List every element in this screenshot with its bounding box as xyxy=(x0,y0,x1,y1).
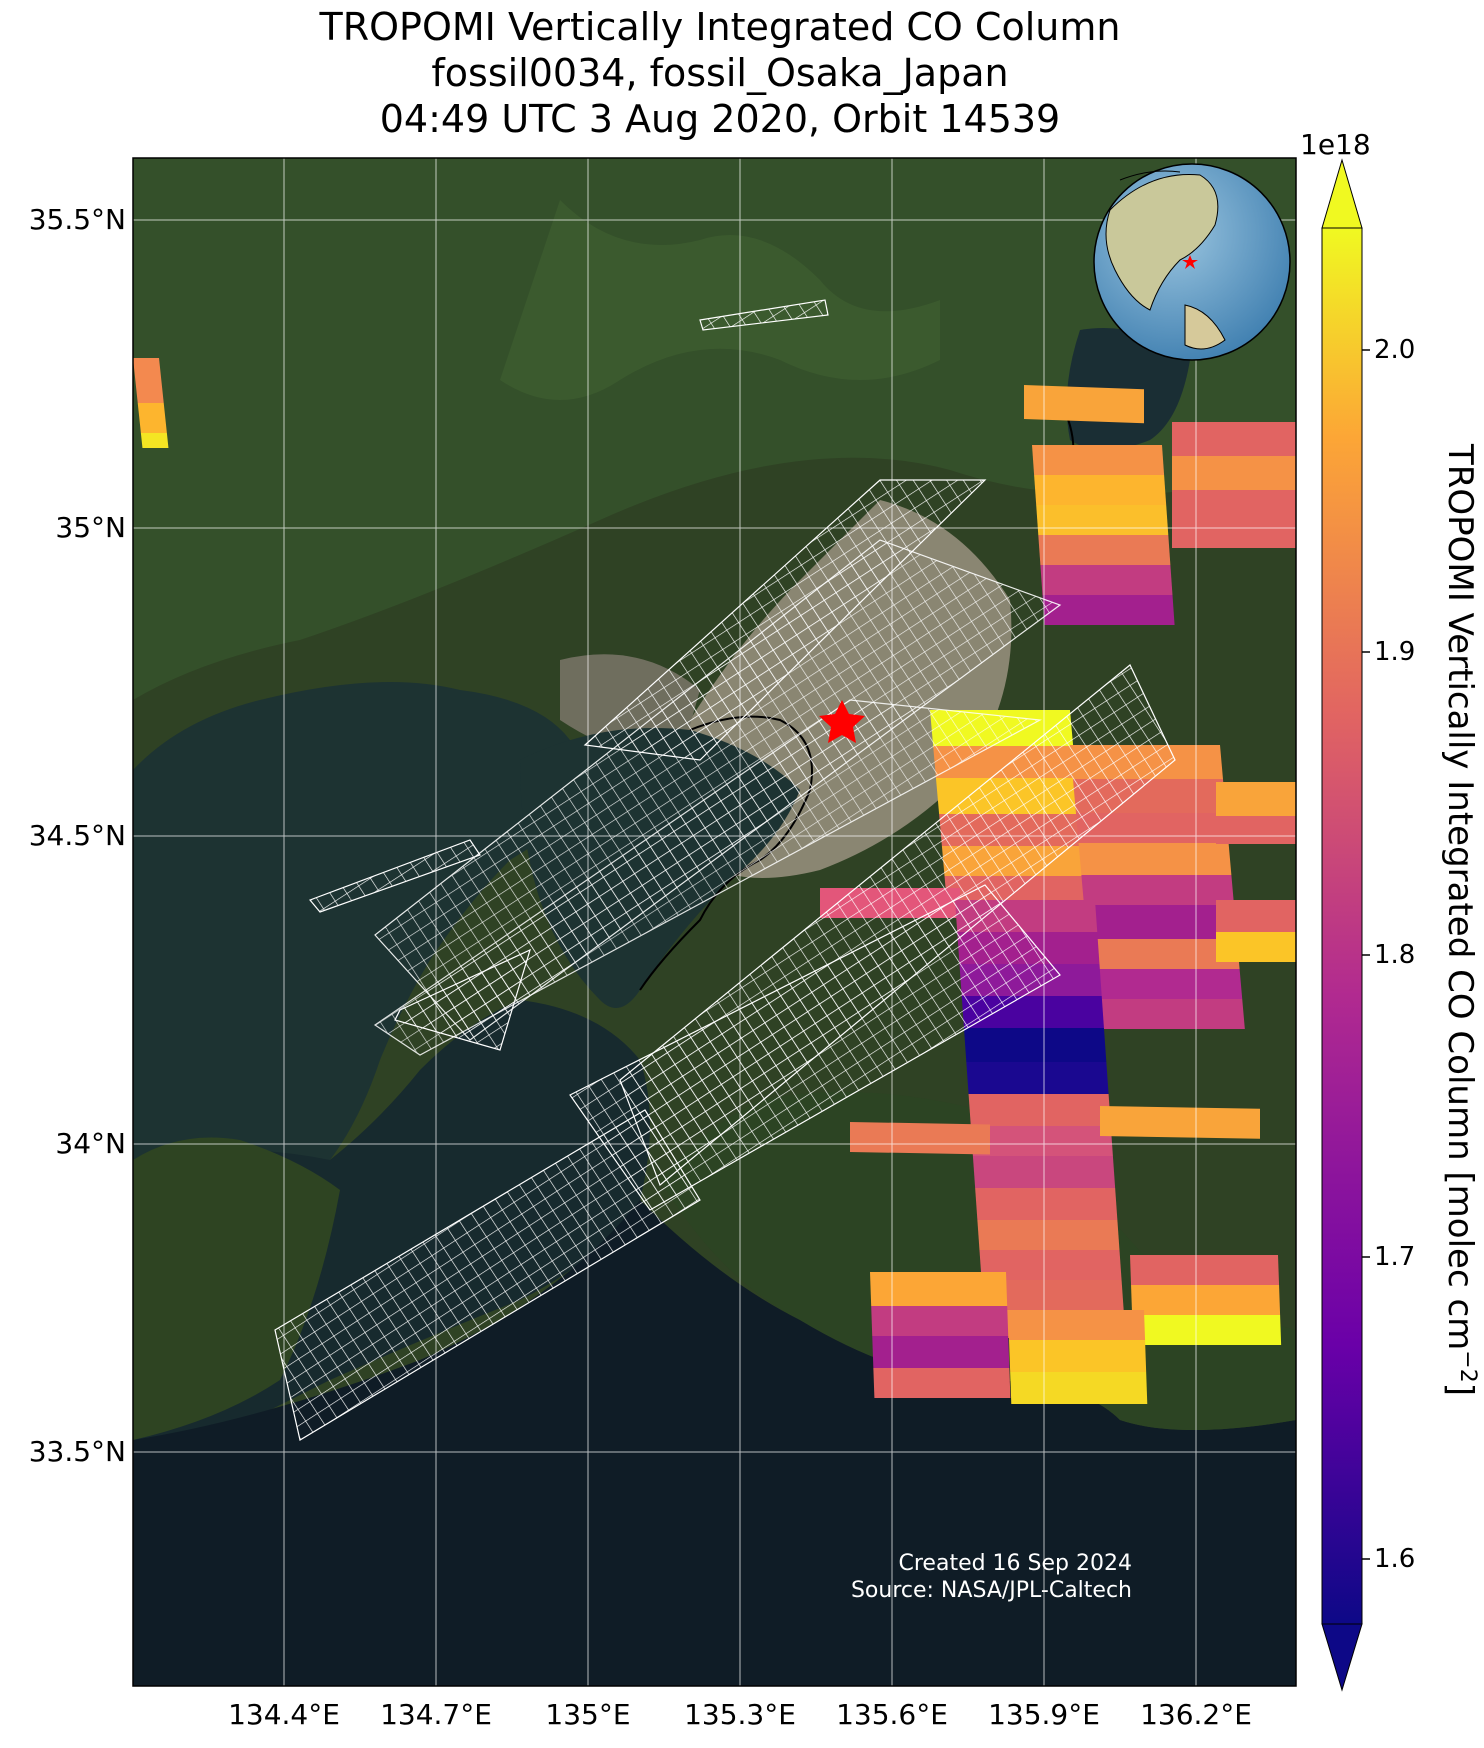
colorbar-tick-label: 1.9 xyxy=(1374,637,1416,667)
map-title-line3: 04:49 UTC 3 Aug 2020, Orbit 14539 xyxy=(379,97,1061,141)
map-title-line2: fossil0034, fossil_Osaka_Japan xyxy=(431,51,1009,95)
colorbar-tick-label: 1.7 xyxy=(1374,1242,1416,1272)
colorbar-scale-label: 1e18 xyxy=(1300,128,1371,161)
site-star-marker xyxy=(819,700,865,743)
graticule xyxy=(133,158,1296,1686)
x-tick-label: 134.4°E xyxy=(228,1698,340,1731)
y-tick-label: 34.5°N xyxy=(28,819,126,852)
x-tick-label: 135.3°E xyxy=(684,1698,796,1731)
x-tick-label: 136.2°E xyxy=(1140,1698,1252,1731)
y-tick-label: 34°N xyxy=(55,1127,126,1160)
colorbar-tick-label: 1.6 xyxy=(1374,1544,1416,1574)
x-tick-label: 135.9°E xyxy=(988,1698,1100,1731)
map-title-line1: TROPOMI Vertically Integrated CO Column xyxy=(319,5,1121,49)
map-frame xyxy=(132,157,1297,1687)
x-tick-label: 135°E xyxy=(545,1698,631,1731)
y-tick-label: 35.5°N xyxy=(28,203,126,236)
locator-globe xyxy=(1093,163,1291,361)
data-source: Source: NASA/JPL-Caltech xyxy=(850,1578,1132,1603)
empty-pixel-swaths xyxy=(274,299,1176,1441)
y-tick-label: 35°N xyxy=(55,511,126,544)
x-tick-label: 135.6°E xyxy=(836,1698,948,1731)
credits-text: Created 16 Sep 2024 Source: NASA/JPL-Cal… xyxy=(851,1550,1132,1604)
x-tick-label: 134.7°E xyxy=(380,1698,492,1731)
created-date: Created 16 Sep 2024 xyxy=(898,1551,1133,1576)
colorbar-tick-label: 1.8 xyxy=(1374,940,1416,970)
colorbar-tick-label: 2.0 xyxy=(1374,335,1416,365)
colorbar-axis-label: TROPOMI Vertically Integrated CO Column … xyxy=(1439,444,1481,1396)
colorbar xyxy=(1321,158,1370,1692)
y-tick-label: 33.5°N xyxy=(28,1435,126,1468)
